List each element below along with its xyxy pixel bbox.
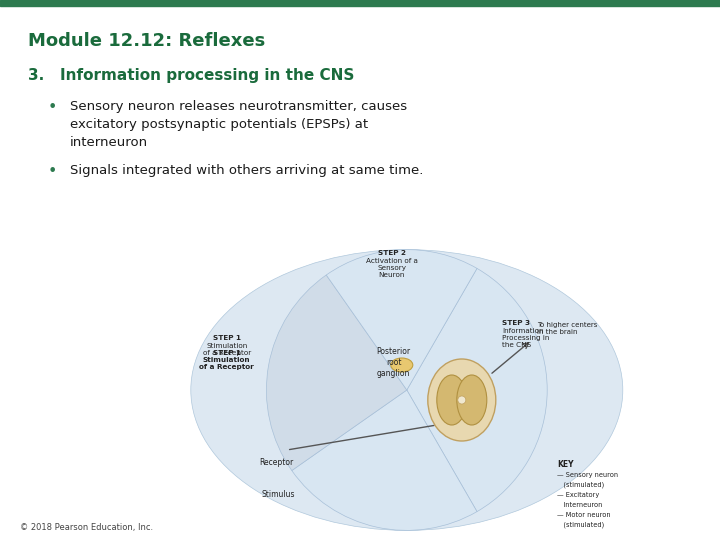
Ellipse shape bbox=[456, 375, 487, 425]
Text: (stimulated): (stimulated) bbox=[557, 482, 604, 489]
Text: © 2018 Pearson Education, Inc.: © 2018 Pearson Education, Inc. bbox=[20, 523, 153, 532]
Text: STEP 1
Stimulation
of a Receptor: STEP 1 Stimulation of a Receptor bbox=[199, 350, 254, 370]
Text: (stimulated): (stimulated) bbox=[557, 522, 604, 529]
Text: Signals integrated with others arriving at same time.: Signals integrated with others arriving … bbox=[70, 164, 423, 177]
Text: Interneuron: Interneuron bbox=[557, 502, 602, 508]
Text: — Excitatory: — Excitatory bbox=[557, 492, 599, 498]
Ellipse shape bbox=[428, 359, 496, 441]
Text: Information processing in the CNS: Information processing in the CNS bbox=[60, 68, 354, 83]
Text: — Sensory neuron: — Sensory neuron bbox=[557, 472, 618, 478]
Wedge shape bbox=[266, 275, 407, 470]
Text: Activation of a
Sensory
Neuron: Activation of a Sensory Neuron bbox=[366, 258, 418, 278]
Ellipse shape bbox=[458, 396, 466, 404]
Text: Receptor: Receptor bbox=[260, 458, 294, 467]
Text: 3.: 3. bbox=[28, 68, 44, 83]
Text: interneuron: interneuron bbox=[70, 136, 148, 149]
Text: Information
Processing in
the CNS: Information Processing in the CNS bbox=[502, 328, 549, 348]
Text: Posterior
root
ganglion: Posterior root ganglion bbox=[377, 347, 411, 378]
Text: KEY: KEY bbox=[557, 460, 573, 469]
Text: Module 12.12: Reflexes: Module 12.12: Reflexes bbox=[28, 32, 265, 50]
Text: excitatory postsynaptic potentials (EPSPs) at: excitatory postsynaptic potentials (EPSP… bbox=[70, 118, 368, 131]
Text: Stimulus: Stimulus bbox=[262, 490, 295, 499]
Ellipse shape bbox=[391, 358, 413, 372]
Wedge shape bbox=[292, 390, 477, 530]
Text: •: • bbox=[48, 100, 58, 115]
Wedge shape bbox=[326, 249, 477, 390]
Text: To higher centers
in the brain: To higher centers in the brain bbox=[537, 322, 597, 335]
Bar bbox=[0, 0, 720, 6]
Text: •: • bbox=[48, 164, 58, 179]
Text: Stimulation
of a Receptor: Stimulation of a Receptor bbox=[202, 343, 251, 356]
Wedge shape bbox=[407, 268, 547, 511]
Text: STEP 1: STEP 1 bbox=[213, 335, 240, 341]
Text: Sensory neuron releases neurotransmitter, causes: Sensory neuron releases neurotransmitter… bbox=[70, 100, 407, 113]
Ellipse shape bbox=[191, 249, 623, 530]
Text: — Motor neuron: — Motor neuron bbox=[557, 512, 611, 518]
Text: STEP 2: STEP 2 bbox=[378, 250, 406, 256]
Ellipse shape bbox=[437, 375, 467, 425]
Text: STEP 3: STEP 3 bbox=[502, 320, 530, 326]
